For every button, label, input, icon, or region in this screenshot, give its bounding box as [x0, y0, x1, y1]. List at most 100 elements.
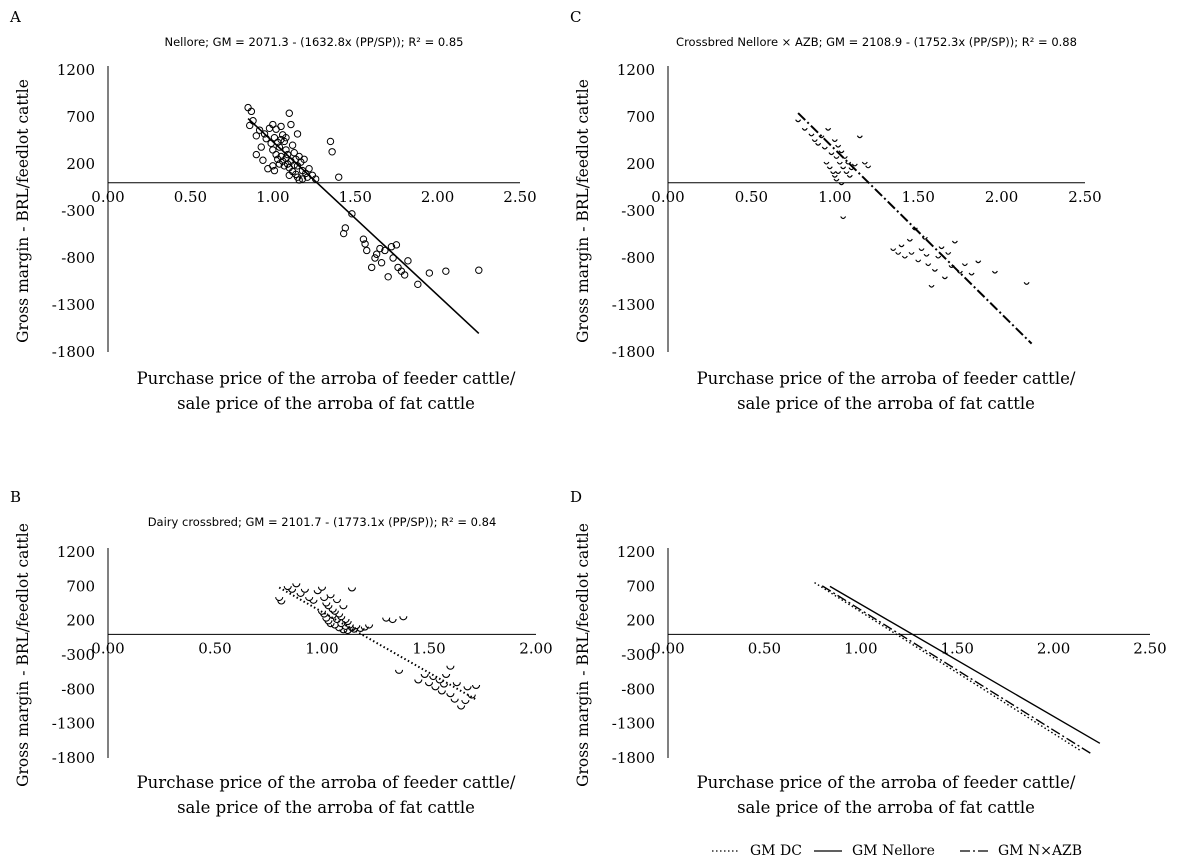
x-tick-label: 0.00: [651, 639, 684, 657]
data-point: [388, 618, 397, 624]
data-point: [825, 127, 832, 131]
data-point: [898, 244, 905, 248]
x-axis-label: Purchase price of the arroba of feeder c…: [137, 773, 516, 792]
y-tick-label: 700: [66, 108, 95, 126]
data-point: [941, 276, 948, 280]
data-point: [425, 269, 434, 277]
y-tick-label: -300: [61, 202, 95, 220]
data-point: [414, 280, 422, 289]
x-tick-label: 0.50: [174, 188, 207, 206]
data-point: [918, 248, 925, 252]
y-tick-label: -1800: [52, 749, 95, 767]
legend: GM DC GM Nellore GM N×AZB: [712, 843, 1082, 859]
y-axis-label: Gross margin - BRL/feedlot cattle: [574, 79, 592, 343]
data-point: [928, 284, 935, 288]
data-point: [305, 596, 314, 602]
y-tick-label: 1200: [57, 543, 95, 561]
data-point: [921, 236, 928, 240]
data-point: [300, 155, 308, 164]
data-point: [283, 150, 292, 159]
data-point: [326, 623, 335, 628]
data-point: [931, 268, 938, 272]
data-point: [285, 171, 293, 179]
data-point: [324, 605, 333, 610]
y-tick-label: -800: [621, 249, 655, 267]
data-point: [337, 616, 346, 621]
data-point: [269, 146, 277, 154]
y-tick-label: 1200: [617, 61, 655, 79]
data-point: [320, 613, 329, 618]
data-point: [287, 588, 297, 593]
data-point: [826, 166, 833, 170]
data-point: [332, 618, 342, 624]
data-point: [915, 259, 922, 263]
data-point: [861, 161, 868, 165]
data-point: [906, 238, 913, 242]
data-point: [833, 178, 840, 182]
y-tick-label: -800: [621, 680, 655, 698]
x-tick-label: 2.00: [519, 639, 552, 657]
data-point: [895, 251, 902, 255]
y-tick-label: 1200: [617, 543, 655, 561]
data-point: [305, 165, 313, 173]
data-point: [270, 166, 279, 175]
data-point: [908, 251, 915, 255]
data-point: [272, 150, 280, 159]
data-point: [282, 133, 290, 142]
data-point: [255, 126, 264, 134]
x-tick-label: 0.00: [91, 639, 124, 657]
y-tick-label: -1300: [52, 715, 95, 733]
data-point: [420, 673, 429, 679]
panel-title: Nellore; GM = 2071.3 - (1632.8x (PP/SP))…: [165, 35, 464, 49]
x-axis-label: Purchase price of the arroba of feeder c…: [137, 369, 516, 388]
data-point: [1023, 282, 1030, 285]
legend-label: GM N×AZB: [998, 843, 1082, 859]
data-point: [835, 144, 842, 148]
series-line: [829, 585, 1101, 744]
data-point: [320, 596, 329, 602]
data-point: [359, 235, 368, 243]
data-point: [911, 227, 918, 231]
data-point: [259, 156, 267, 164]
x-tick-label: 1.50: [940, 639, 973, 657]
data-point: [845, 161, 852, 165]
data-point: [404, 257, 412, 265]
panel-c: C Crossbred Nellore × AZB; GM = 2108.9 - …: [570, 8, 1102, 413]
data-point: [795, 119, 802, 123]
data-point: [328, 614, 337, 619]
trend-line: [247, 117, 480, 335]
data-point: [290, 149, 298, 157]
panel-letter: C: [570, 8, 581, 26]
data-point: [457, 705, 466, 710]
data-point: [389, 254, 397, 262]
data-point: [348, 210, 356, 218]
data-point: [835, 171, 842, 174]
data-point: [851, 163, 858, 167]
data-point: [328, 608, 337, 613]
x-tick-label: 0.00: [651, 188, 684, 206]
data-point: [382, 617, 391, 622]
data-point: [830, 171, 837, 174]
x-axis-label: Purchase price of the arroba of feeder c…: [697, 369, 1076, 388]
data-point: [475, 266, 483, 274]
data-point: [831, 139, 838, 142]
data-point: [938, 246, 945, 250]
data-point: [264, 165, 272, 173]
y-tick-label: -1800: [612, 749, 655, 767]
data-point: [901, 255, 908, 259]
data-point: [991, 270, 998, 274]
data-point: [840, 166, 847, 170]
data-point: [361, 240, 369, 248]
data-point: [356, 627, 365, 633]
data-point: [296, 592, 305, 597]
x-tick-label: 2.50: [1133, 639, 1166, 657]
y-tick-label: 700: [66, 577, 95, 595]
data-point: [332, 599, 342, 604]
data-point: [317, 610, 327, 615]
data-point: [925, 263, 932, 267]
x-tick-label: 1.00: [844, 639, 877, 657]
x-axis-label: sale price of the arroba of fat cattle: [177, 798, 475, 817]
data-point: [330, 610, 339, 615]
data-point: [831, 174, 838, 178]
data-point: [968, 272, 975, 276]
